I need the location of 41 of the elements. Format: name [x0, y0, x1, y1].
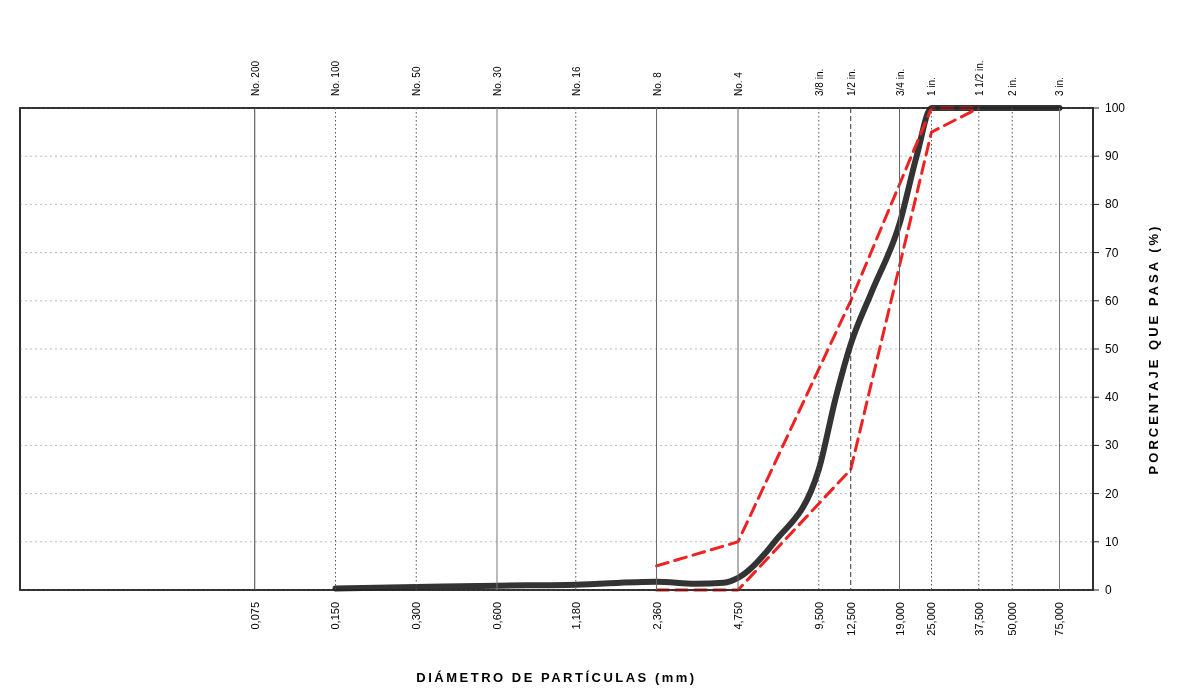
x-tick-label: 0,075: [248, 602, 261, 630]
y-tick-label: 60: [1105, 293, 1119, 308]
y-tick-label: 20: [1105, 486, 1119, 501]
ref-line-label: 3/8 in.: [813, 68, 825, 96]
ref-line-label: No. 8: [651, 71, 663, 96]
x-tick-label: 0,600: [490, 602, 503, 630]
x-tick-label: 12,500: [844, 602, 857, 636]
x-tick-label: 0,300: [410, 602, 423, 630]
x-tick-label: 4,750: [732, 602, 745, 630]
y-tick-label: 50: [1105, 342, 1119, 356]
x-tick-label: 50,000: [1006, 602, 1019, 636]
ref-line-label: No. 4: [733, 71, 745, 96]
y-tick-label: 90: [1105, 149, 1119, 164]
y-tick-label: 70: [1105, 245, 1119, 260]
ref-line-label: No. 50: [411, 66, 423, 96]
ref-line-label: 1/2 in.: [845, 68, 857, 96]
y-tick-label: 10: [1105, 534, 1119, 549]
x-tick-label: 1,180: [569, 602, 582, 630]
x-tick-label: 75,000: [1053, 602, 1066, 636]
y-tick-label: 40: [1105, 390, 1119, 405]
x-tick-label: 37,500: [972, 602, 985, 636]
y-tick-label: 30: [1105, 438, 1119, 453]
y-axis-title: PORCENTAJE QUE PASA (%): [1146, 223, 1161, 475]
y-tick-label: 100: [1105, 101, 1126, 115]
y-tick-label: 0: [1105, 583, 1112, 597]
x-tick-label: 2,360: [650, 602, 663, 630]
x-axis-title: DIÁMETRO DE PARTÍCULAS (mm): [416, 670, 697, 685]
x-tick-label: 25,000: [925, 602, 938, 636]
x-tick-label: 0,150: [329, 602, 342, 630]
ref-line-label: 3 in.: [1054, 77, 1066, 96]
y-tick-label: 80: [1105, 197, 1119, 212]
ref-line-label: No. 16: [570, 66, 582, 96]
ref-line-label: 2 in.: [1007, 77, 1019, 96]
ref-line-label: 1 1/2 in.: [973, 60, 985, 96]
ref-line-label: No. 100: [330, 60, 342, 96]
ref-line-label: 1 in.: [926, 77, 938, 96]
ref-line-label: 3/4 in.: [894, 68, 906, 96]
ref-line-label: No. 30: [491, 66, 503, 96]
x-tick-label: 9,500: [812, 602, 825, 630]
ref-line-label: No. 200: [249, 60, 261, 96]
x-tick-label: 19,000: [893, 602, 906, 636]
